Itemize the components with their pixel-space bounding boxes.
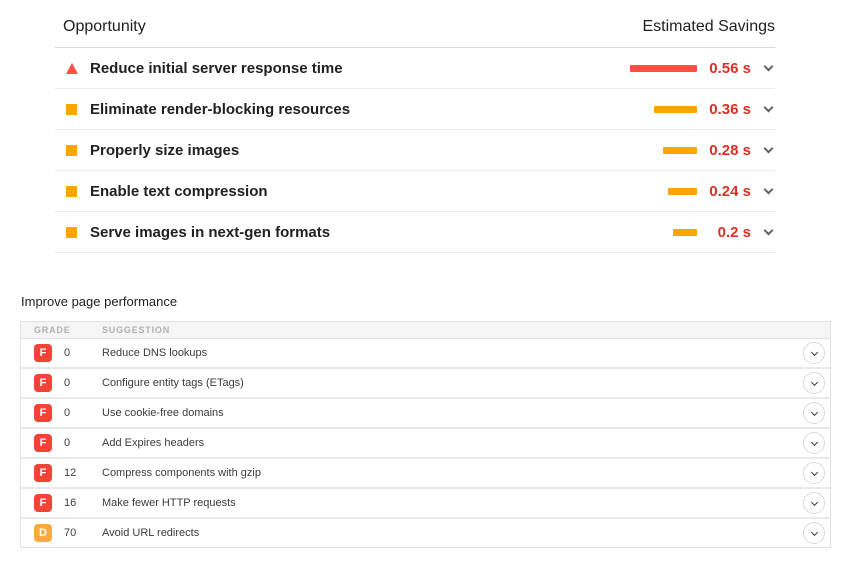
warning-triangle-icon [66, 62, 78, 74]
opportunity-column-header: Opportunity [63, 18, 146, 35]
performance-table-header: GRADE SUGGESTION [21, 322, 830, 339]
suggestion-label: Use cookie-free domains [102, 407, 224, 419]
opportunity-row[interactable]: Eliminate render-blocking resources 0.36… [55, 89, 775, 130]
expand-button[interactable] [803, 372, 825, 394]
suggestion-label: Reduce DNS lookups [102, 347, 208, 359]
chevron-down-icon [810, 468, 818, 476]
score-value: 0 [64, 377, 71, 389]
suggestion-column-header: SUGGESTION [102, 325, 171, 335]
expand-button[interactable] [803, 492, 825, 514]
chevron-down-icon [810, 348, 818, 356]
chevron-down-icon [810, 408, 818, 416]
chevron-down-icon[interactable] [763, 143, 774, 154]
opportunity-row[interactable]: Reduce initial server response time 0.56… [55, 48, 775, 89]
opportunity-row[interactable]: Properly size images 0.28 s [55, 130, 775, 171]
opportunity-label: Properly size images [90, 141, 240, 159]
performance-rows: F 0 Reduce DNS lookups F 0 Configure ent… [21, 339, 830, 547]
opportunity-label: Eliminate render-blocking resources [90, 100, 351, 118]
opportunity-label: Serve images in next-gen formats [90, 223, 331, 241]
opportunities-header: Opportunity Estimated Savings [55, 12, 775, 48]
performance-table: GRADE SUGGESTION F 0 Reduce DNS lookups … [20, 321, 831, 548]
savings-value: 0.56 s [709, 59, 751, 77]
suggestion-label: Configure entity tags (ETags) [102, 377, 244, 389]
score-value: 0 [64, 347, 71, 359]
grade-column-header: GRADE [34, 325, 71, 335]
grade-badge: F [34, 374, 52, 392]
score-value: 16 [64, 497, 77, 509]
score-value: 0 [64, 407, 71, 419]
suggestion-label: Make fewer HTTP requests [102, 497, 236, 509]
score-value: 12 [64, 467, 77, 479]
chevron-down-icon [810, 438, 818, 446]
suggestion-label: Compress components with gzip [102, 467, 261, 479]
chevron-down-icon [810, 498, 818, 506]
warning-square-icon [66, 144, 77, 156]
improve-performance-title: Improve page performance [21, 294, 178, 309]
savings-value: 0.2 s [717, 223, 751, 241]
performance-row[interactable]: F 16 Make fewer HTTP requests [21, 489, 830, 517]
performance-row[interactable]: F 0 Configure entity tags (ETags) [21, 369, 830, 397]
opportunity-label: Reduce initial server response time [90, 59, 343, 77]
chevron-down-icon[interactable] [763, 225, 774, 236]
opportunities-list: Reduce initial server response time 0.56… [55, 48, 775, 253]
opportunity-label: Enable text compression [90, 182, 268, 200]
performance-row[interactable]: F 0 Reduce DNS lookups [21, 339, 830, 367]
performance-row[interactable]: F 0 Use cookie-free domains [21, 399, 830, 427]
chevron-down-icon[interactable] [763, 102, 774, 113]
grade-badge: F [34, 344, 52, 362]
grade-badge: F [34, 464, 52, 482]
expand-button[interactable] [803, 522, 825, 544]
savings-bar [629, 105, 697, 113]
opportunities-section: Opportunity Estimated Savings Reduce ini… [55, 12, 775, 253]
chevron-down-icon [810, 378, 818, 386]
savings-value: 0.36 s [709, 100, 751, 118]
savings-bar [629, 187, 697, 195]
chevron-down-icon [810, 528, 818, 536]
savings-value: 0.24 s [709, 182, 751, 200]
grade-badge: F [34, 494, 52, 512]
warning-square-icon [66, 226, 77, 238]
performance-section: Improve page performance GRADE SUGGESTIO… [20, 294, 831, 548]
opportunity-row[interactable]: Serve images in next-gen formats 0.2 s [55, 212, 775, 253]
warning-square-icon [66, 103, 77, 115]
expand-button[interactable] [803, 432, 825, 454]
savings-value: 0.28 s [709, 141, 751, 159]
savings-bar [629, 146, 697, 154]
expand-button[interactable] [803, 462, 825, 484]
performance-row[interactable]: F 0 Add Expires headers [21, 429, 830, 457]
score-value: 0 [64, 437, 71, 449]
performance-row[interactable]: F 12 Compress components with gzip [21, 459, 830, 487]
opportunity-row[interactable]: Enable text compression 0.24 s [55, 171, 775, 212]
grade-badge: F [34, 434, 52, 452]
warning-square-icon [66, 185, 77, 197]
chevron-down-icon[interactable] [763, 61, 774, 72]
grade-badge: D [34, 524, 52, 542]
expand-button[interactable] [803, 342, 825, 364]
suggestion-label: Avoid URL redirects [102, 527, 200, 539]
savings-bar [629, 228, 697, 236]
expand-button[interactable] [803, 402, 825, 424]
chevron-down-icon[interactable] [763, 184, 774, 195]
estimated-savings-column-header: Estimated Savings [642, 18, 775, 35]
suggestion-label: Add Expires headers [102, 437, 205, 449]
score-value: 70 [64, 527, 77, 539]
grade-badge: F [34, 404, 52, 422]
performance-row[interactable]: D 70 Avoid URL redirects [21, 519, 830, 547]
savings-bar [629, 64, 697, 72]
